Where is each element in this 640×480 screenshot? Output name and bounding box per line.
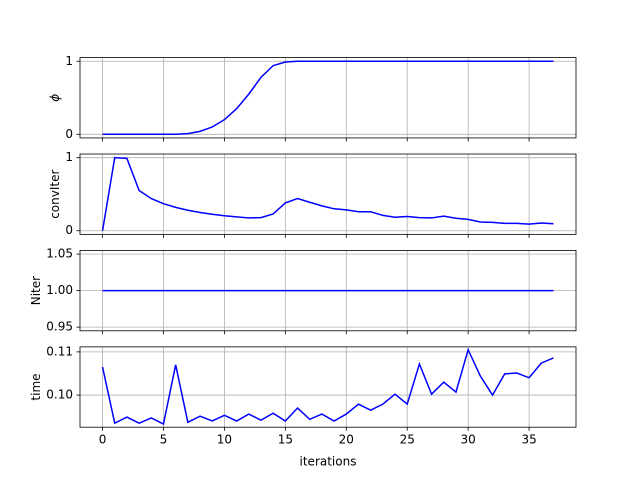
x-tick-label: 5 (160, 433, 168, 447)
y-tick-label: 0.10 (46, 388, 73, 402)
data-line (101, 156, 554, 231)
x-tick-label: 15 (278, 433, 293, 447)
y-tick-label: 0.11 (46, 344, 73, 358)
y-tick-label: 0.95 (46, 320, 73, 334)
y-tick-label: 1.05 (46, 247, 73, 261)
data-line (102, 60, 554, 136)
y-tick-label: 0 (65, 127, 73, 141)
axes-frame (79, 153, 577, 235)
x-axis-label: iterations (300, 455, 357, 469)
y-tick-label: 0 (65, 223, 73, 237)
y-axis-label: ϕ (48, 94, 62, 102)
y-axis-label: Niter (29, 276, 43, 305)
axes-frame (79, 250, 577, 332)
x-tick-label: 20 (339, 433, 354, 447)
x-tick-label: 0 (99, 433, 107, 447)
data-line (101, 347, 554, 426)
x-tick-label: 10 (217, 433, 232, 447)
axes-frame (79, 57, 577, 139)
y-tick-label: 1.00 (46, 283, 73, 297)
y-axis-label: convIter (48, 170, 62, 219)
x-tick-label: 30 (461, 433, 476, 447)
x-tick-label: 35 (521, 433, 536, 447)
axes-frame (79, 346, 577, 428)
y-tick-label: 1 (65, 54, 73, 68)
y-tick-label: 1 (65, 150, 73, 164)
x-tick-label: 25 (400, 433, 415, 447)
y-axis-label: time (29, 373, 43, 400)
